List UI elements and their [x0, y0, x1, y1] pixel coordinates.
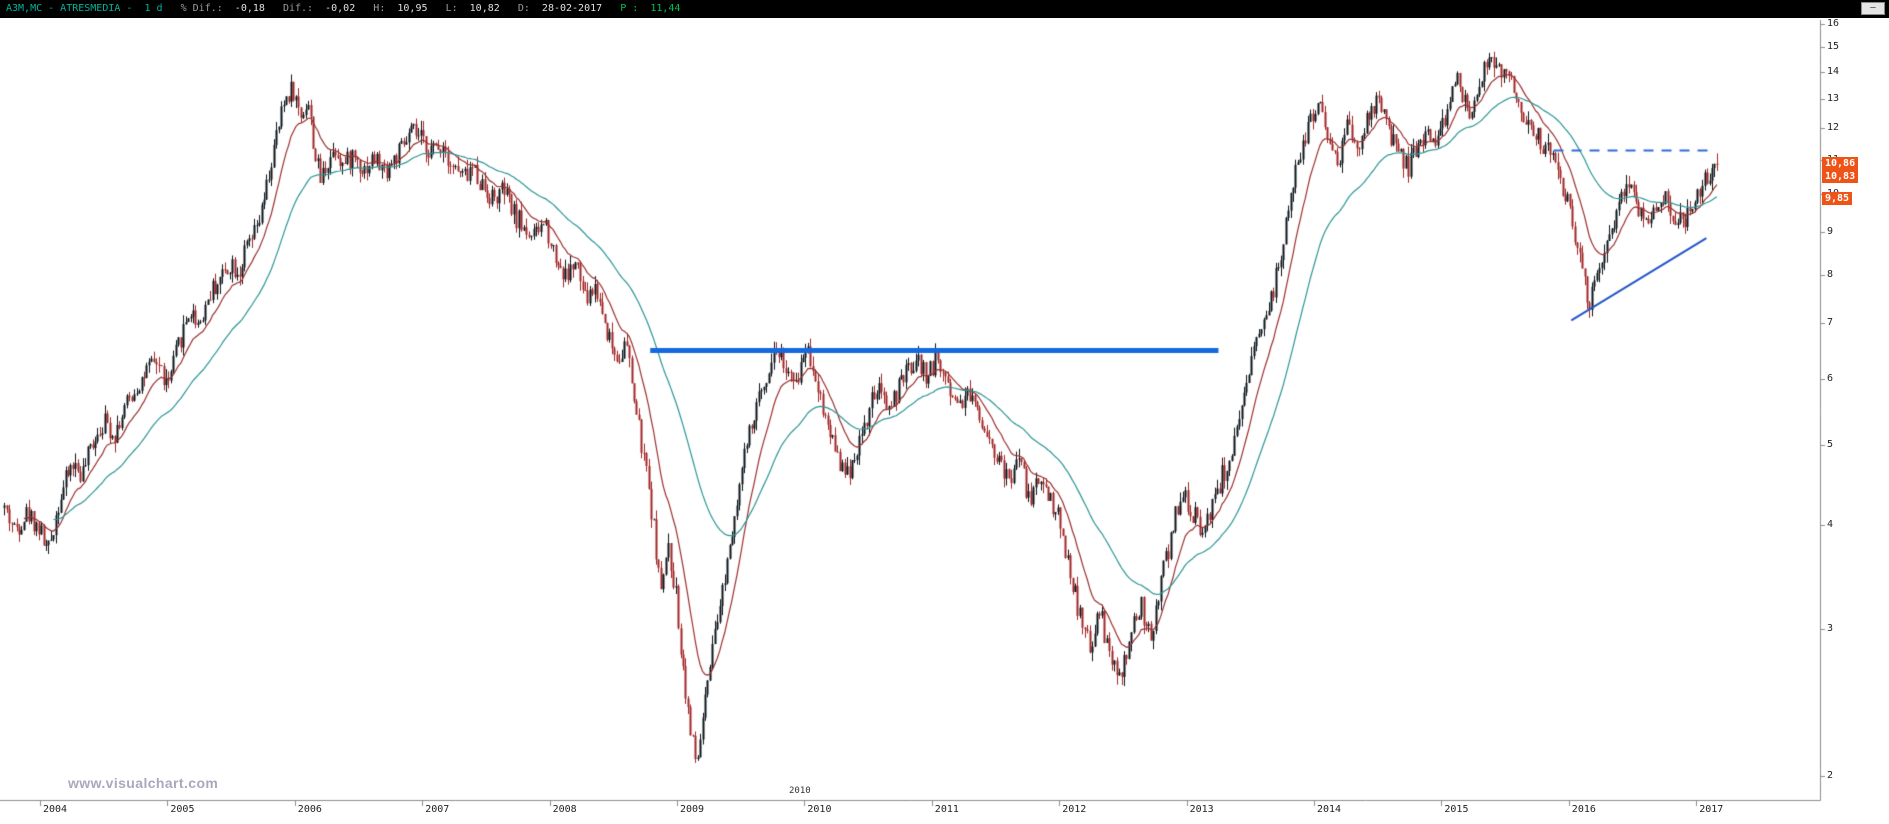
minimize-button[interactable]: — — [1861, 2, 1885, 15]
quote-segment: H: — [373, 3, 398, 14]
price-tick-label: 3 — [1827, 623, 1834, 635]
price-tick-label: 15 — [1827, 41, 1840, 53]
year-tick-label: 2015 — [1444, 804, 1469, 815]
year-tick-label: 2007 — [425, 804, 450, 815]
year-tick-label: 2016 — [1571, 804, 1596, 815]
year-tick-label: 2009 — [680, 804, 705, 815]
price-tick-label: 10 — [1827, 187, 1840, 199]
year-tick-label: 2013 — [1189, 804, 1214, 815]
year-tick-label: 2004 — [43, 804, 68, 815]
quote-segment: Dif.: — [282, 3, 326, 14]
quote-segment: L: — [445, 3, 470, 14]
watermark: www.visualchart.com — [68, 775, 219, 791]
quote-bar: A3M,MC - ATRESMEDIA - 1 d % Dif.: -0,18 … — [0, 0, 1889, 18]
price-tick-label: 2 — [1827, 770, 1834, 781]
year-tick-label: 2008 — [552, 804, 577, 815]
price-tick-label: 14 — [1827, 66, 1840, 78]
year-tick-label: 2017 — [1699, 804, 1724, 815]
price-tick-label: 13 — [1827, 93, 1840, 105]
year-tick-label: 2010 — [807, 804, 832, 815]
quote-segment: -0,18 — [234, 3, 283, 14]
price-tick-label: 11 — [1827, 153, 1840, 165]
floating-year-label: 2010 — [789, 786, 811, 796]
price-axis[interactable]: 16 15 14 13 12 11 10 9 8 7 6 5 4 3 2 — [1827, 0, 1877, 824]
price-tick-label: 7 — [1827, 316, 1834, 328]
quote-segment: P : — [620, 3, 651, 14]
quote-segment: D: — [517, 3, 542, 14]
price-tick-label: 9 — [1827, 226, 1834, 238]
year-tick-label: 2011 — [934, 804, 959, 815]
quote-segment: 28-02-2017 — [541, 3, 621, 14]
year-tick-label: 2006 — [297, 804, 322, 815]
year-tick-label: 2014 — [1317, 804, 1342, 815]
year-tick-label: 2005 — [170, 804, 195, 815]
price-tick-label: 12 — [1827, 122, 1840, 134]
quote-segment: % Dif.: — [180, 3, 235, 14]
price-tick-label: 5 — [1827, 438, 1834, 450]
quote-segment: 10,82 — [469, 3, 518, 14]
time-axis[interactable]: 2004 2005 2006 2007 2008 2009 2010 2011 2012 2013… — [0, 801, 1889, 823]
price-tick-label: 16 — [1827, 18, 1840, 29]
price-tick-label: 8 — [1827, 268, 1834, 280]
quote-segment: 10,95 — [397, 3, 446, 14]
year-tick-label: 2012 — [1062, 804, 1087, 815]
quote-segment: 11,44 — [650, 3, 681, 14]
quote-segment: A3M,MC - ATRESMEDIA - 1 d — [6, 3, 181, 14]
price-tick-label: 4 — [1827, 519, 1834, 531]
price-tick-label: 6 — [1827, 372, 1834, 384]
quote-segment: -0,02 — [325, 3, 374, 14]
